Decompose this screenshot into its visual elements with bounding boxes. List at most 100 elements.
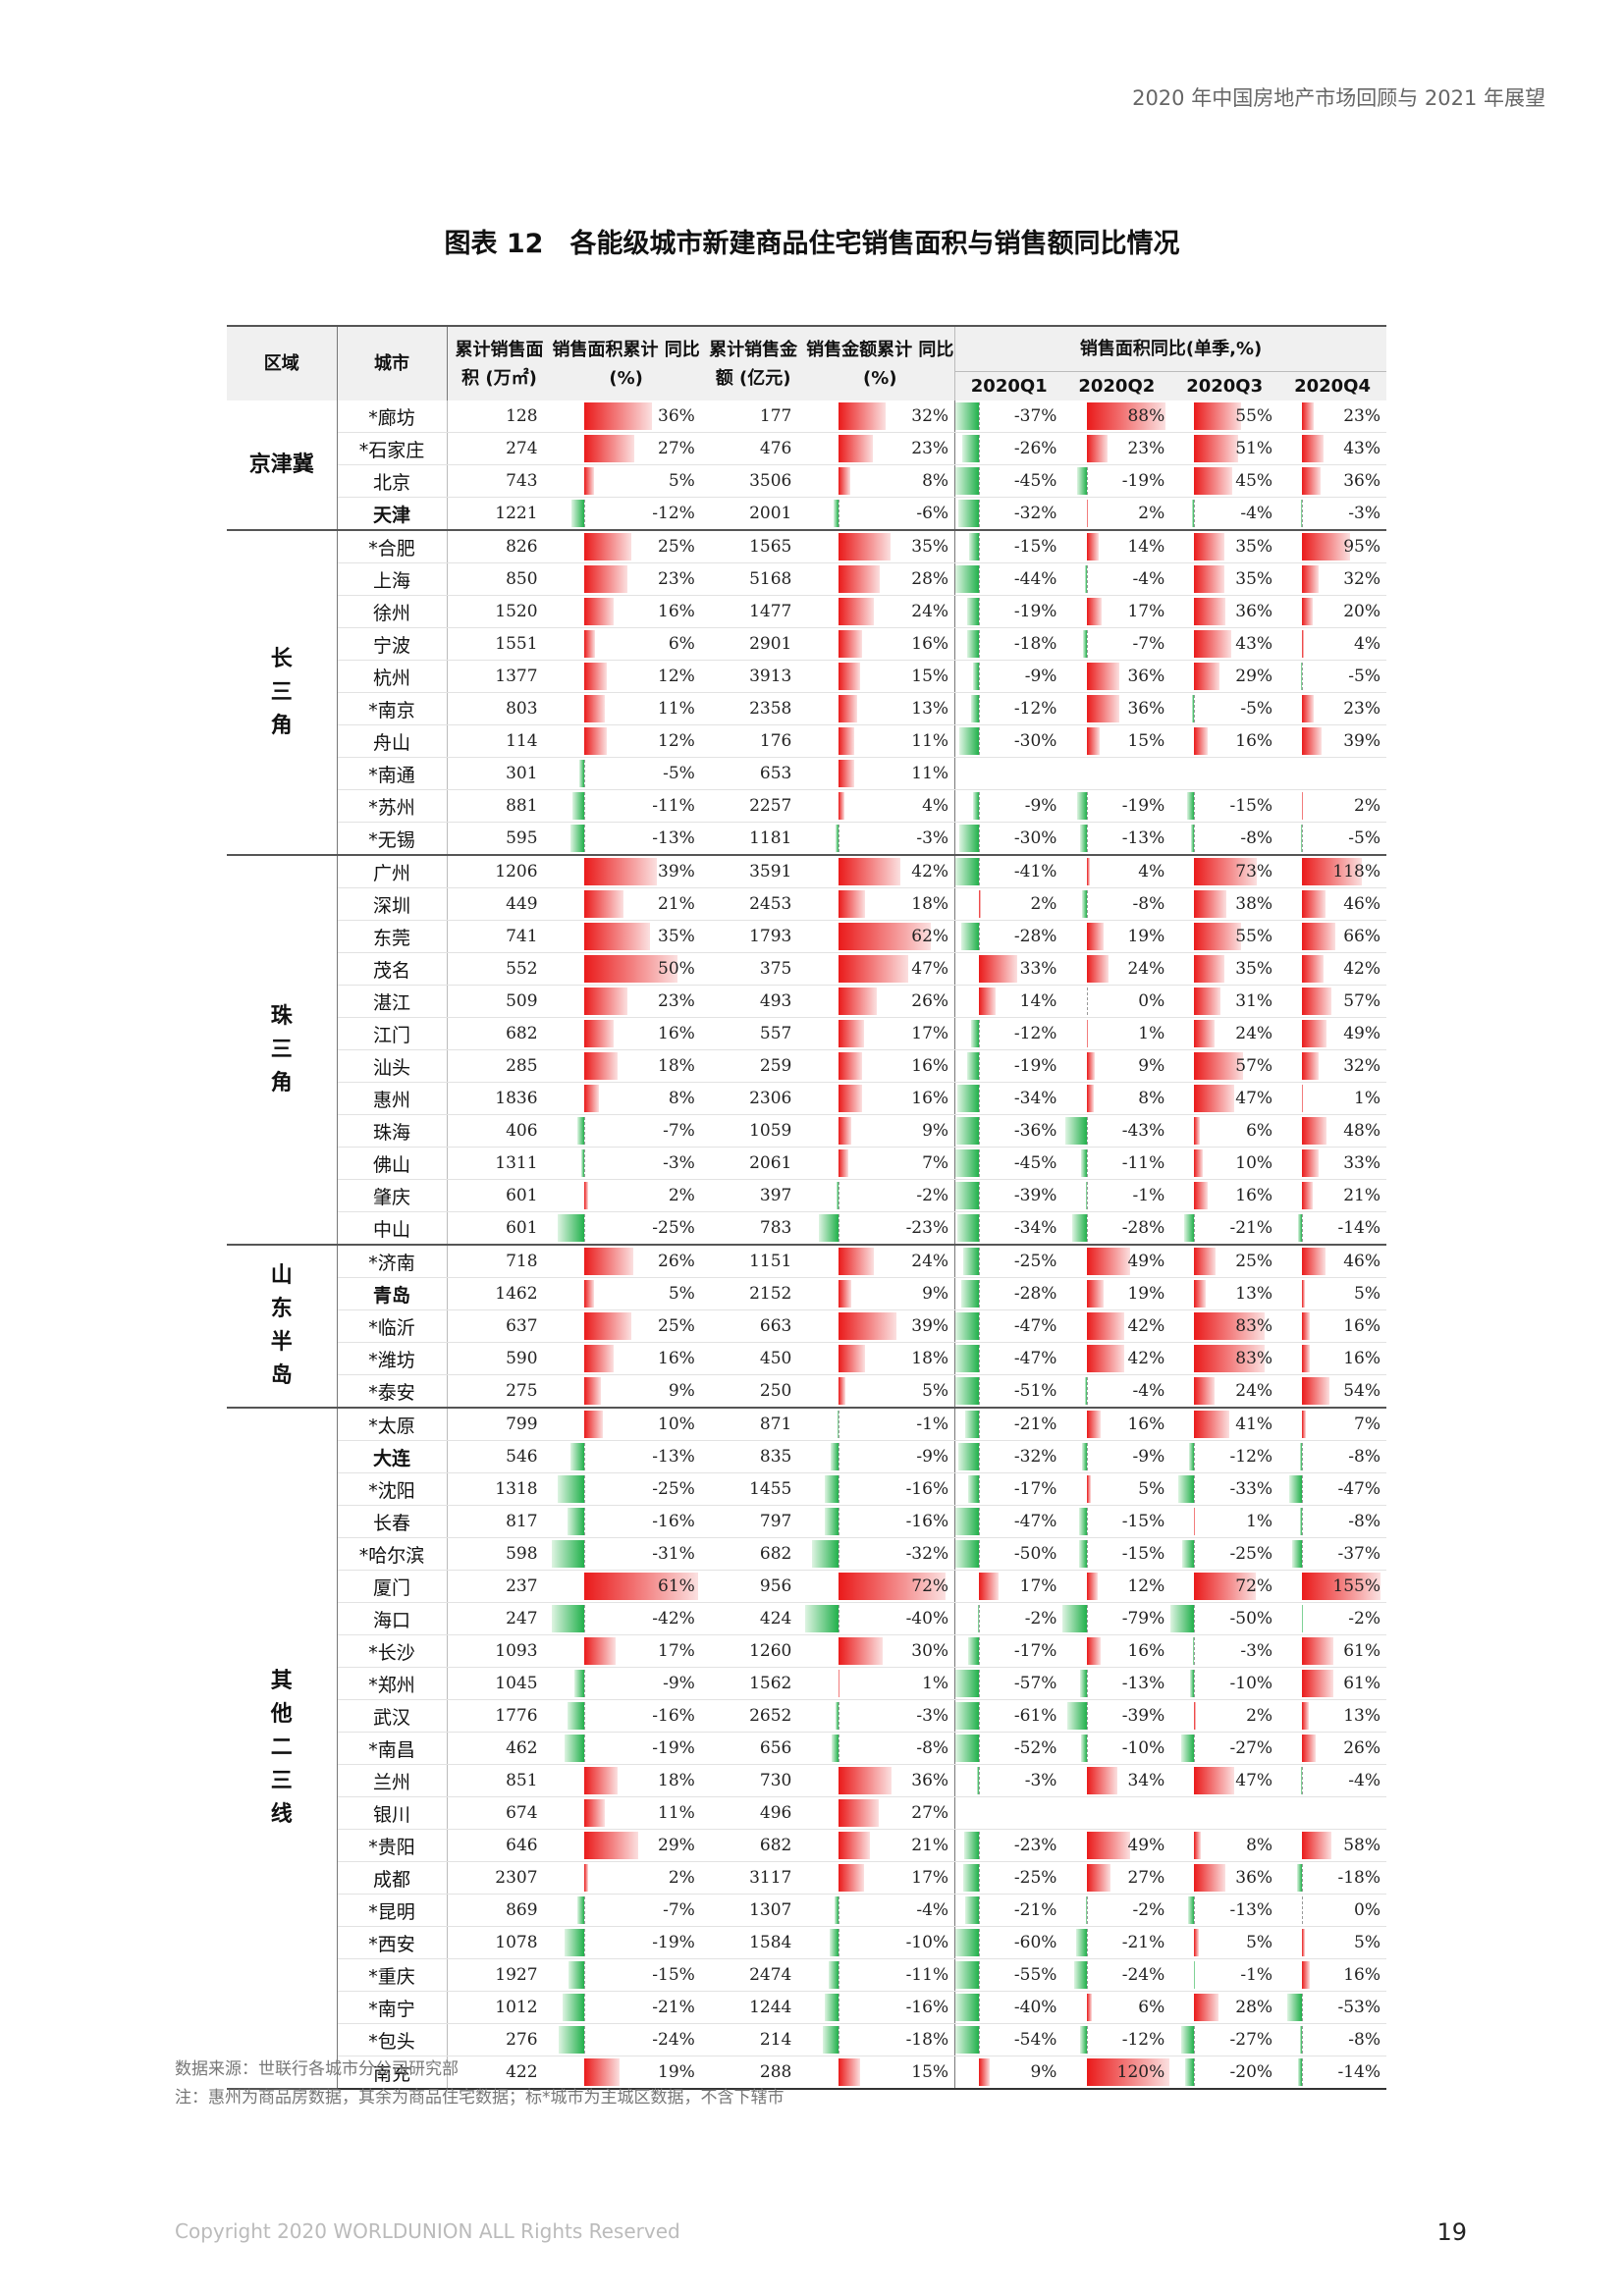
q3-cell: -12% [1170, 1440, 1279, 1473]
cell-value: -4% [1132, 1381, 1165, 1401]
q4-cell: 16% [1278, 1342, 1386, 1375]
cell-value: 6% [1246, 1121, 1273, 1141]
cell-value: -19% [652, 1738, 695, 1758]
value-bar [1194, 1832, 1202, 1859]
bar-axis [1302, 1605, 1304, 1632]
q2-cell: -11% [1062, 1147, 1171, 1180]
value-bar [1194, 1312, 1266, 1340]
area-cum-cell: 799 [447, 1408, 552, 1441]
area-cum-cell: 869 [447, 1894, 552, 1927]
cell-value: -31% [652, 1544, 695, 1564]
bar-axis [979, 923, 981, 950]
value-bar [580, 1149, 585, 1177]
q4-cell: 5% [1278, 1926, 1386, 1959]
value-bar [584, 435, 635, 462]
q4-cell: 26% [1278, 1732, 1386, 1765]
cell-value: 23% [1127, 439, 1165, 458]
area-yoy-cell: 27% [551, 432, 701, 465]
value-bar [955, 467, 980, 495]
value-bar [955, 1994, 980, 2021]
cell-value: 13% [911, 699, 949, 719]
cell-value: -5% [663, 764, 695, 783]
cell-value: -3% [916, 1706, 949, 1726]
bar-axis [979, 1637, 981, 1665]
table-row: *南京 803 11% 2358 13% -12% 36% -5% 23% [227, 692, 1386, 725]
bar-axis [1194, 1475, 1196, 1503]
area-cum-cell: 1012 [447, 1991, 552, 2024]
bar-axis [979, 1508, 981, 1535]
city-name: 深圳 [337, 887, 448, 921]
cell-value: 33% [1019, 959, 1057, 979]
cell-value: 42% [1127, 1349, 1165, 1368]
value-bar [979, 955, 1017, 983]
table-row: 长春 817 -16% 797 -16% -47% -15% 1% -8% [227, 1505, 1386, 1538]
q4-cell: -14% [1278, 2056, 1386, 2090]
cell-value: 13% [1343, 1706, 1380, 1726]
q2-cell: -12% [1062, 2023, 1171, 2056]
bar-axis [1086, 1605, 1088, 1632]
area-yoy-cell: 12% [551, 724, 701, 758]
q2-cell: -28% [1062, 1211, 1171, 1246]
bar-axis [979, 1411, 981, 1438]
area-yoy-cell: -24% [551, 2023, 701, 2056]
cell-value: 42% [1127, 1316, 1165, 1336]
bar-axis [1086, 1443, 1088, 1470]
q2-cell: -4% [1062, 562, 1171, 596]
area-cum-cell: 595 [447, 822, 552, 856]
value-bar [838, 630, 862, 658]
value-bar [966, 1052, 980, 1080]
q2-cell [1062, 1796, 1171, 1830]
value-bar [1086, 1085, 1094, 1112]
value-bar [1194, 955, 1224, 983]
cell-value: -2% [1132, 1900, 1165, 1920]
cell-value: 0% [1354, 1900, 1380, 1920]
area-cum-cell: 247 [447, 1602, 552, 1635]
bar-axis [1194, 792, 1196, 820]
cell-value: 35% [1235, 537, 1273, 557]
q2-cell: -8% [1062, 887, 1171, 921]
q2-cell: 17% [1062, 595, 1171, 628]
table-row: 佛山 1311 -3% 2061 7% -45% -11% 10% 33% [227, 1147, 1386, 1180]
cell-value: -25% [1013, 1252, 1057, 1271]
value-bar [584, 1020, 615, 1047]
table-row: 东莞 741 35% 1793 62% -28% 19% 55% 66% [227, 920, 1386, 953]
bar-axis [1302, 1443, 1304, 1470]
cell-value: 16% [911, 634, 949, 654]
amount-cum-cell: 288 [700, 2056, 806, 2090]
value-bar [1064, 1117, 1087, 1145]
cell-value: 24% [1235, 1024, 1273, 1043]
cell-value: 39% [1343, 731, 1380, 751]
area-cum-cell: 274 [447, 432, 552, 465]
city-name: *南通 [337, 757, 448, 790]
city-name: *临沂 [337, 1309, 448, 1343]
cell-value: 2% [668, 1186, 695, 1205]
amount-yoy-cell: 62% [805, 920, 955, 953]
value-bar [1194, 1248, 1217, 1275]
table-row: *昆明 869 -7% 1307 -4% -21% -2% -13% 0% [227, 1894, 1386, 1927]
value-bar [1300, 825, 1303, 852]
cell-value: -6% [916, 504, 949, 523]
q2-cell: 36% [1062, 660, 1171, 693]
table-row: *重庆 1927 -15% 2474 -11% -55% -24% -1% 16% [227, 1958, 1386, 1992]
city-name: 天津 [337, 497, 448, 531]
area-cum-cell: 851 [447, 1764, 552, 1797]
cell-value: -13% [652, 828, 695, 848]
cell-value: 9% [922, 1284, 949, 1304]
value-bar [1086, 1280, 1104, 1308]
q3-cell: 29% [1170, 660, 1279, 693]
area-cum-cell: 1093 [447, 1634, 552, 1668]
cell-value: -11% [905, 1965, 949, 1985]
header-area-yoy: 销售面积累计 同比(%) [551, 325, 701, 400]
area-cum-cell: 682 [447, 1017, 552, 1050]
value-bar [562, 1994, 585, 2021]
cell-value: -18% [1337, 1868, 1380, 1888]
cell-value: 43% [1343, 439, 1380, 458]
bar-axis [1086, 1508, 1088, 1535]
bar-axis [1086, 1149, 1088, 1177]
cell-value: 30% [911, 1641, 949, 1661]
value-bar [1194, 1929, 1199, 1956]
amount-cum-cell: 797 [700, 1505, 806, 1538]
cell-value: 25% [658, 537, 695, 557]
value-bar [1082, 890, 1087, 918]
area-yoy-cell: 23% [551, 562, 701, 596]
